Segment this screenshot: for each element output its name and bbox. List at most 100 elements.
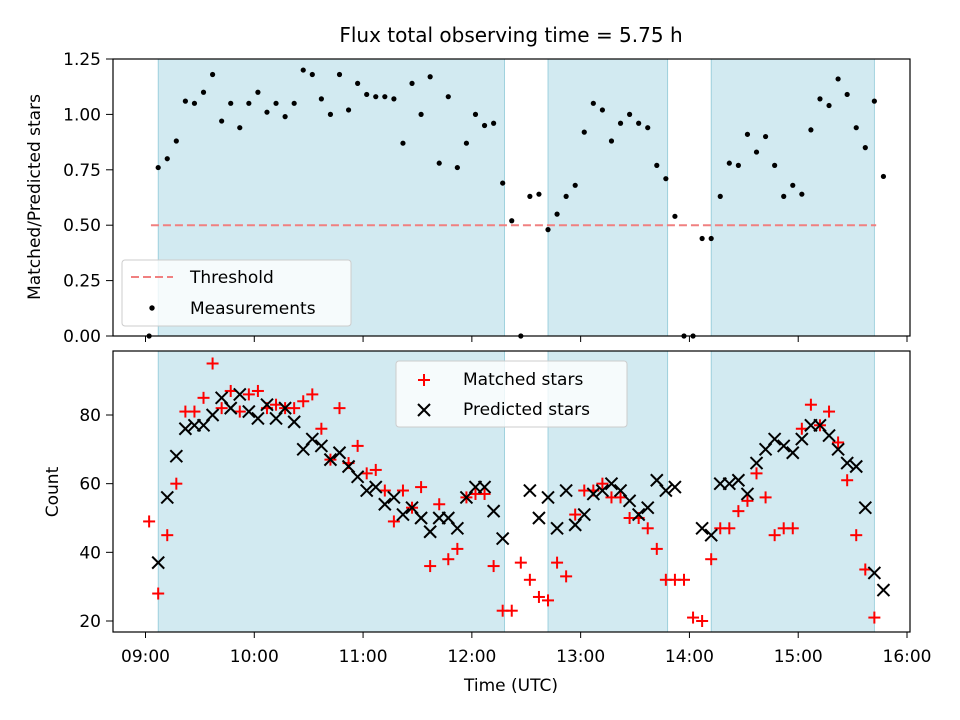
- marker-stroke: [151, 555, 165, 570]
- matched-star-marker: [487, 560, 500, 573]
- marker-stroke: [287, 415, 301, 429]
- measurement-point: [400, 140, 406, 146]
- predicted-star-marker: [604, 476, 619, 491]
- marker-stroke: [178, 422, 193, 436]
- predicted-star-marker: [323, 452, 338, 467]
- measurement-point: [626, 111, 633, 117]
- marker-stroke: [795, 432, 809, 446]
- marker-stroke: [668, 480, 682, 494]
- measurement-point: [708, 235, 714, 242]
- legend-measurements-swatch: [149, 305, 155, 311]
- matched-star-marker: [242, 388, 255, 401]
- marker-stroke: [251, 411, 265, 426]
- matched-star-marker: [786, 522, 799, 535]
- marker-stroke: [378, 497, 392, 511]
- measurement-point: [735, 162, 741, 168]
- y-tick-label: 80: [79, 406, 101, 426]
- marker-stroke: [622, 494, 637, 508]
- matched-star-marker: [297, 395, 310, 408]
- measurement-point: [862, 145, 868, 151]
- marker-stroke: [396, 507, 410, 522]
- matched-star-marker: [569, 508, 582, 521]
- measurement-point: [373, 94, 379, 100]
- matched-star-marker: [795, 422, 808, 435]
- predicted-star-marker: [378, 497, 392, 511]
- predicted-star-marker: [178, 422, 193, 436]
- predicted-star-marker: [169, 449, 184, 463]
- measurement-points: [146, 67, 887, 339]
- predicted-star-marker: [822, 428, 836, 443]
- marker-stroke: [169, 449, 184, 463]
- measurement-point: [355, 80, 361, 86]
- predicted-star-marker: [260, 397, 274, 412]
- marker-stroke: [704, 528, 718, 542]
- marker-stroke: [278, 401, 292, 415]
- measurement-point: [672, 213, 678, 219]
- matched-star-marker: [759, 491, 772, 504]
- legend-predicted-swatch: [417, 403, 431, 417]
- marker-stroke: [595, 483, 610, 498]
- marker-stroke: [577, 507, 591, 522]
- measurement-point: [581, 129, 587, 135]
- measurement-point: [645, 125, 651, 131]
- top-y-ticks: 0.00 0.25 0.50 0.75 1.00 1.25: [63, 50, 113, 347]
- predicted-star-marker: [786, 446, 800, 460]
- measurement-point: [527, 193, 533, 199]
- matched-star-marker: [451, 542, 464, 555]
- x-tick-label: 12:00: [447, 647, 496, 667]
- marker-stroke: [332, 446, 347, 460]
- matched-star-marker: [641, 522, 654, 535]
- predicted-star-marker: [414, 511, 428, 525]
- measurement-point: [481, 122, 488, 129]
- matched-star-marker: [369, 463, 382, 476]
- matched-star-marker: [677, 573, 690, 586]
- marker-stroke: [532, 511, 546, 525]
- matched-star-marker: [415, 481, 428, 494]
- predicted-star-marker: [314, 439, 329, 453]
- measurement-point: [391, 96, 397, 102]
- bottom-y-ticks: 20 40 60 80: [79, 406, 113, 632]
- matched-star-marker: [378, 484, 391, 497]
- x-tick-label: 10:00: [230, 647, 279, 667]
- matched-star-marker: [696, 615, 709, 627]
- predicted-star-marker: [396, 507, 410, 522]
- matched-star-marker: [270, 398, 283, 411]
- predicted-star-marker: [332, 446, 347, 460]
- matched-star-marker: [823, 405, 836, 418]
- marker-stroke: [495, 531, 510, 546]
- predicted-star-marker: [668, 480, 682, 494]
- matched-star-marker: [396, 484, 409, 497]
- matched-star-markers: [143, 357, 881, 627]
- matched-star-marker: [206, 357, 219, 370]
- marker-stroke: [786, 446, 800, 460]
- predicted-star-marker: [595, 483, 610, 498]
- predicted-star-marker: [450, 521, 465, 536]
- matched-star-marker: [732, 505, 745, 518]
- measurement-point: [409, 80, 415, 86]
- predicted-star-marker: [840, 456, 854, 470]
- marker-stroke: [731, 473, 746, 487]
- matched-star-marker: [152, 587, 165, 600]
- marker-stroke: [858, 500, 873, 515]
- measurement-point: [599, 107, 606, 113]
- predicted-star-marker: [777, 439, 791, 453]
- measurement-point: [608, 138, 615, 144]
- matched-star-marker: [161, 529, 174, 542]
- predicted-star-marker: [477, 480, 492, 494]
- measurement-point: [781, 193, 787, 199]
- predicted-star-marker: [423, 525, 437, 539]
- measurement-point: [173, 138, 179, 144]
- measurement-point: [237, 125, 243, 131]
- predicted-star-marker: [541, 490, 555, 505]
- measurement-point: [663, 176, 669, 182]
- top-legend: Threshold Measurements: [121, 259, 352, 327]
- matched-star-marker: [741, 494, 754, 507]
- measurement-point: [246, 100, 252, 106]
- matched-star-marker: [333, 402, 346, 415]
- marker-stroke: [314, 439, 329, 453]
- chart-title: Flux total observing time = 5.75 h: [339, 23, 682, 47]
- bottom-legend-box: [395, 360, 628, 428]
- predicted-star-marker: [740, 487, 755, 501]
- measurement-point: [219, 118, 225, 124]
